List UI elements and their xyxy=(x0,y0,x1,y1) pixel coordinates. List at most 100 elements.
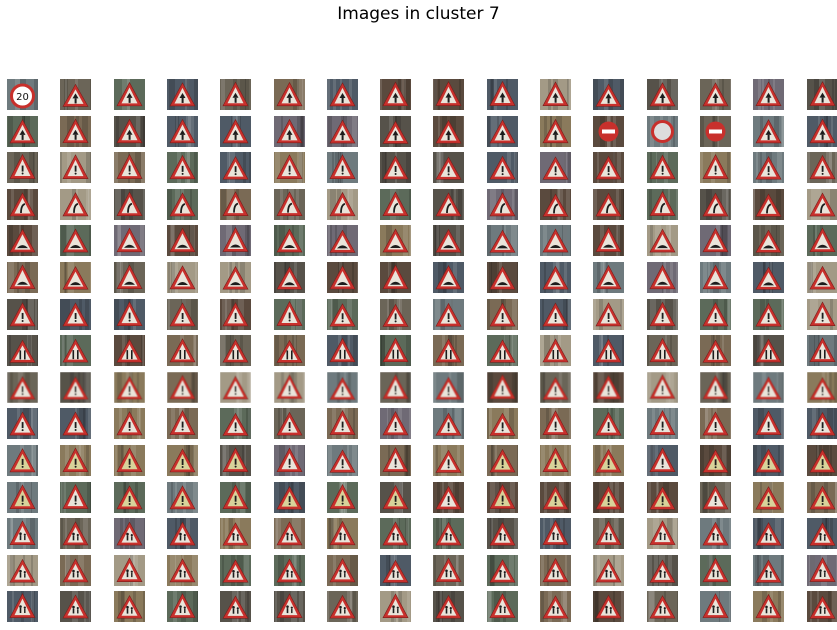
sign-thumbnail xyxy=(540,372,571,403)
sign-thumbnail xyxy=(327,518,358,549)
sign-thumbnail xyxy=(487,299,518,330)
sign-thumbnail xyxy=(593,225,624,256)
sign-thumbnail xyxy=(167,79,198,110)
sign-thumbnail xyxy=(7,445,38,476)
sign-thumbnail xyxy=(274,189,305,220)
sign-thumbnail xyxy=(380,189,411,220)
sign-thumbnail xyxy=(7,299,38,330)
sign-thumbnail xyxy=(540,225,571,256)
sign-thumbnail xyxy=(114,372,145,403)
sign-thumbnail xyxy=(700,445,731,476)
sign-thumbnail xyxy=(540,152,571,183)
sign-thumbnail xyxy=(647,372,678,403)
sign-thumbnail xyxy=(807,555,837,586)
sign-thumbnail xyxy=(327,408,358,439)
sign-thumbnail xyxy=(274,518,305,549)
sign-thumbnail xyxy=(220,79,251,110)
sign-thumbnail xyxy=(540,299,571,330)
sign-thumbnail xyxy=(593,408,624,439)
sign-thumbnail xyxy=(60,79,91,110)
sign-thumbnail xyxy=(487,225,518,256)
sign-thumbnail xyxy=(540,262,571,293)
sign-thumbnail xyxy=(433,262,464,293)
sign-thumbnail xyxy=(274,555,305,586)
sign-thumbnail xyxy=(487,79,518,110)
sign-thumbnail xyxy=(114,225,145,256)
sign-thumbnail xyxy=(60,189,91,220)
sign-thumbnail xyxy=(7,408,38,439)
sign-thumbnail xyxy=(167,482,198,513)
sign-thumbnail xyxy=(433,152,464,183)
sign-thumbnail xyxy=(220,372,251,403)
sign-thumbnail xyxy=(540,116,571,147)
sign-thumbnail xyxy=(60,372,91,403)
sign-thumbnail xyxy=(327,116,358,147)
sign-thumbnail xyxy=(647,299,678,330)
sign-thumbnail xyxy=(700,262,731,293)
sign-thumbnail xyxy=(753,116,784,147)
sign-thumbnail xyxy=(114,189,145,220)
sign-thumbnail xyxy=(753,372,784,403)
sign-thumbnail xyxy=(114,152,145,183)
sign-thumbnail xyxy=(700,79,731,110)
sign-thumbnail xyxy=(380,262,411,293)
sign-thumbnail xyxy=(220,482,251,513)
sign-thumbnail xyxy=(7,372,38,403)
sign-thumbnail xyxy=(60,482,91,513)
sign-thumbnail xyxy=(380,555,411,586)
sign-thumbnail xyxy=(753,262,784,293)
sign-thumbnail xyxy=(220,555,251,586)
sign-thumbnail xyxy=(327,591,358,622)
sign-thumbnail xyxy=(593,299,624,330)
sign-thumbnail xyxy=(114,482,145,513)
sign-thumbnail xyxy=(807,79,837,110)
sign-thumbnail xyxy=(487,116,518,147)
sign-thumbnail xyxy=(807,372,837,403)
sign-thumbnail xyxy=(114,79,145,110)
sign-thumbnail xyxy=(540,518,571,549)
sign-thumbnail xyxy=(753,299,784,330)
sign-thumbnail xyxy=(700,408,731,439)
sign-thumbnail xyxy=(487,408,518,439)
sign-thumbnail xyxy=(700,299,731,330)
sign-thumbnail xyxy=(7,482,38,513)
sign-thumbnail xyxy=(540,79,571,110)
sign-thumbnail xyxy=(60,591,91,622)
sign-thumbnail xyxy=(7,262,38,293)
sign-thumbnail xyxy=(807,116,837,147)
sign-thumbnail xyxy=(167,445,198,476)
sign-thumbnail xyxy=(540,591,571,622)
sign-thumbnail xyxy=(700,482,731,513)
sign-thumbnail xyxy=(274,408,305,439)
sign-thumbnail xyxy=(380,79,411,110)
sign-thumbnail xyxy=(433,518,464,549)
sign-thumbnail xyxy=(433,299,464,330)
sign-thumbnail xyxy=(593,335,624,366)
sign-thumbnail xyxy=(380,372,411,403)
sign-thumbnail xyxy=(647,591,678,622)
sign-thumbnail xyxy=(274,372,305,403)
sign-thumbnail xyxy=(220,299,251,330)
sign-thumbnail xyxy=(807,445,837,476)
sign-thumbnail xyxy=(807,408,837,439)
sign-thumbnail xyxy=(700,189,731,220)
sign-thumbnail xyxy=(807,189,837,220)
sign-thumbnail xyxy=(433,591,464,622)
sign-thumbnail xyxy=(753,189,784,220)
sign-thumbnail xyxy=(7,335,38,366)
sign-thumbnail xyxy=(380,408,411,439)
sign-thumbnail xyxy=(647,335,678,366)
sign-thumbnail xyxy=(807,152,837,183)
sign-thumbnail xyxy=(487,555,518,586)
sign-thumbnail xyxy=(327,79,358,110)
sign-thumbnail xyxy=(487,591,518,622)
sign-thumbnail xyxy=(433,555,464,586)
sign-thumbnail xyxy=(700,152,731,183)
sign-thumbnail xyxy=(593,79,624,110)
sign-thumbnail xyxy=(327,335,358,366)
sign-thumbnail xyxy=(114,335,145,366)
sign-thumbnail xyxy=(807,591,837,622)
sign-thumbnail xyxy=(753,518,784,549)
svg-text:20: 20 xyxy=(16,92,29,103)
